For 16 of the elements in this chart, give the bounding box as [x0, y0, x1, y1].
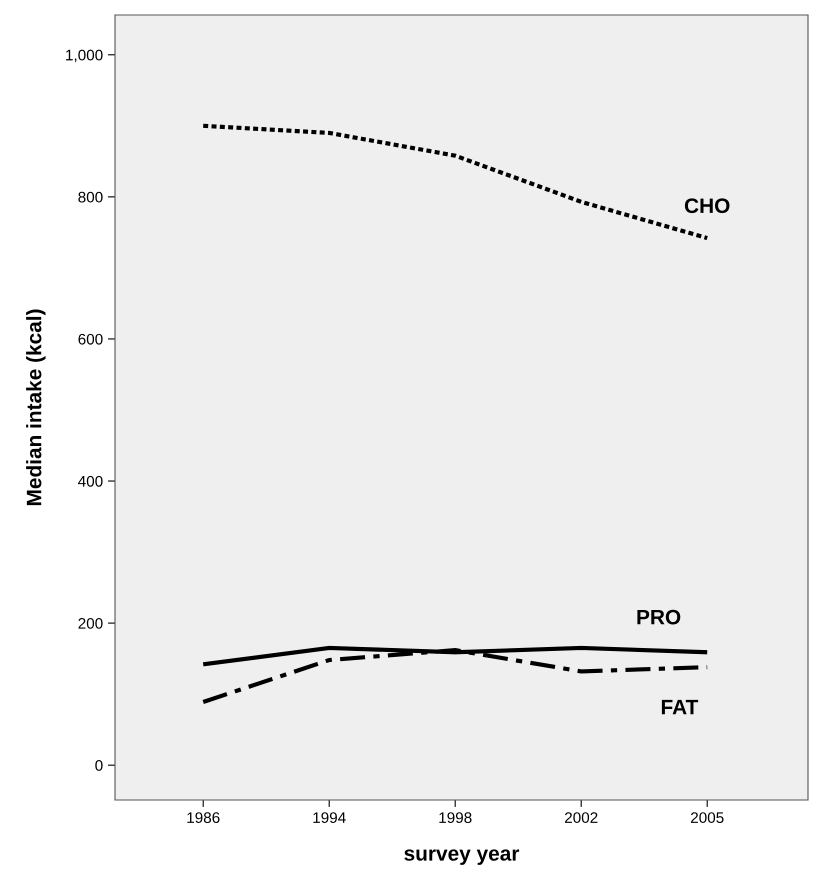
- series-label: CHO: [684, 198, 730, 214]
- y-tick-label: 1,000: [66, 50, 103, 62]
- x-tick-label: 1986: [187, 812, 220, 824]
- y-tick-label: 600: [78, 334, 103, 345]
- y-tick-label: 0: [95, 760, 103, 771]
- y-tick-label: 400: [78, 476, 103, 487]
- series-label: FAT: [662, 700, 698, 714]
- y-tick-label: 800: [78, 192, 103, 203]
- x-axis-title: survey year: [404, 849, 520, 865]
- series-label: PRO: [637, 610, 680, 624]
- x-tick-label: 1994: [313, 812, 346, 824]
- y-tick-label: 200: [78, 618, 103, 629]
- x-tick-label: 2005: [690, 812, 724, 824]
- x-tick-label: 2002: [564, 812, 598, 824]
- y-axis-title: Median intake (kcal): [26, 310, 46, 506]
- x-tick-label: 1998: [439, 812, 472, 824]
